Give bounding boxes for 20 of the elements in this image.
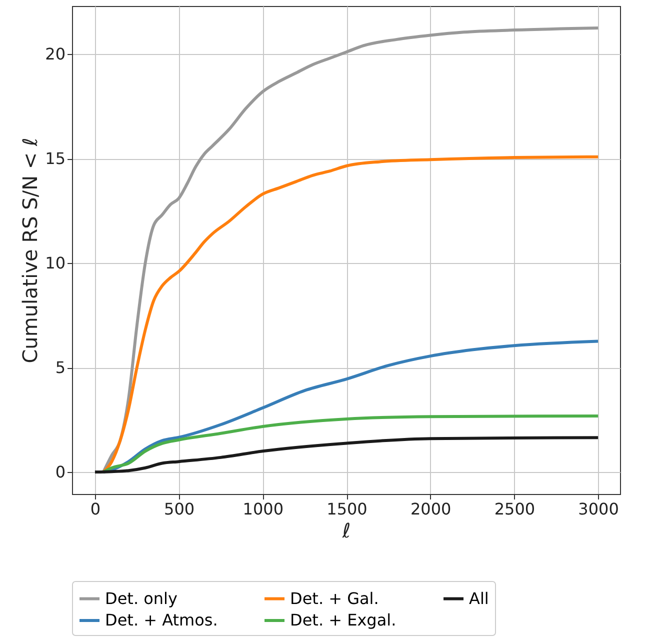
y-tick-label: 15 xyxy=(45,149,66,168)
x-tick-label: 1500 xyxy=(326,500,368,518)
x-tick-label: 1000 xyxy=(242,500,284,518)
y-tick-label: 0 xyxy=(55,462,66,482)
x-tick-label: 2500 xyxy=(494,500,536,518)
x-tick-label: 0 xyxy=(90,500,101,518)
x-axis-title: ℓ xyxy=(341,518,351,542)
legend-label: Det. only xyxy=(105,588,178,608)
x-tick-label: 500 xyxy=(164,500,195,518)
y-axis-title: Cumulative RS S/N < ℓ xyxy=(18,138,42,364)
line-series xyxy=(93,436,600,474)
y-tick-label: 5 xyxy=(55,358,66,378)
y-tick-label: 20 xyxy=(45,44,66,64)
legend-label: Det. + Exgal. xyxy=(290,610,396,630)
x-tick-label: 2000 xyxy=(410,500,452,518)
y-tick-label: 10 xyxy=(45,254,66,273)
x-tick-label: 3000 xyxy=(578,500,619,518)
legend-label: All xyxy=(469,588,489,608)
legend-label: Det. + Gal. xyxy=(290,588,379,608)
legend-label: Det. + Atmos. xyxy=(105,610,218,630)
